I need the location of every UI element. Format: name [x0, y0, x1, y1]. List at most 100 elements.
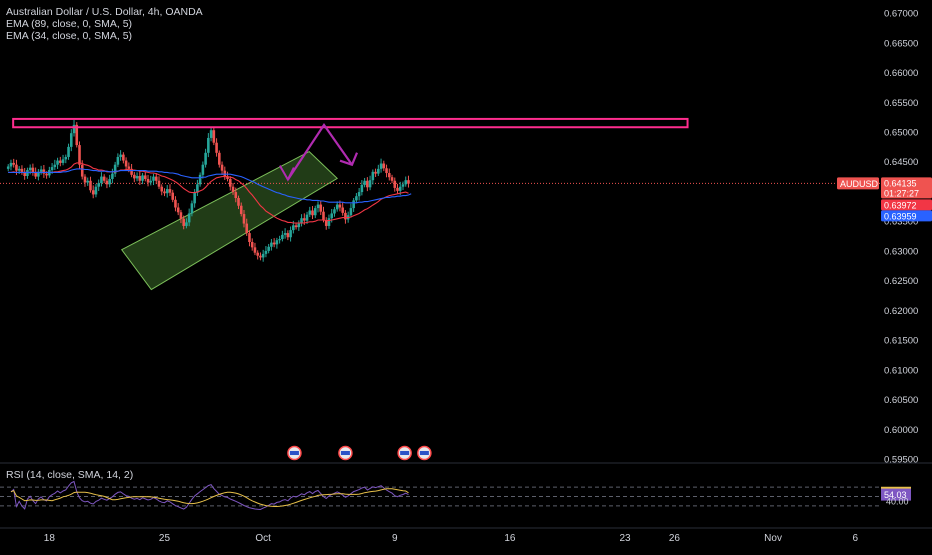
candle-body — [281, 234, 284, 240]
candle-body — [190, 203, 194, 214]
candle-body — [113, 164, 117, 174]
candle-body — [261, 253, 265, 258]
candle-body — [264, 250, 268, 254]
candle-body — [393, 180, 397, 188]
candle-body — [387, 173, 391, 178]
candle-body — [239, 205, 243, 215]
event-flag-stripe — [400, 451, 410, 455]
candle-body — [83, 176, 87, 183]
candle-body — [300, 218, 303, 224]
time-tick-label: 6 — [853, 533, 859, 544]
time-tick-label: 26 — [669, 533, 681, 544]
candle-body — [267, 246, 270, 251]
candle-body — [231, 186, 235, 193]
candle-body — [69, 133, 73, 147]
candle-body — [75, 124, 79, 146]
candle-body — [352, 200, 355, 209]
candle-body — [127, 166, 131, 169]
candle-body — [218, 152, 221, 165]
candle-body — [228, 178, 232, 187]
candle-body — [313, 208, 317, 216]
candle-body — [311, 210, 314, 216]
rsi-badge-bg — [881, 488, 911, 501]
rsi-line — [10, 480, 409, 511]
candle-body — [91, 190, 95, 195]
ema-89-badge-text: 0.63959 — [884, 211, 917, 221]
candle-body — [72, 124, 76, 134]
candle-body — [256, 252, 259, 256]
candle-body — [102, 176, 106, 181]
ascending-channel — [120, 150, 339, 291]
candle-body — [297, 223, 301, 228]
time-tick-label: 9 — [392, 533, 398, 544]
ema-89-badge-bg — [881, 210, 932, 222]
candle-body — [286, 233, 290, 238]
candle-body — [34, 172, 37, 177]
ema-89-legend: EMA (89, close, 0, SMA, 5) — [6, 18, 133, 30]
projection-start-hook — [278, 165, 295, 182]
last-price-badge-text: 01:27:27 — [884, 188, 919, 198]
candle-body — [176, 207, 180, 213]
candle-body — [242, 214, 246, 224]
candle-body — [193, 192, 196, 204]
candle-body — [182, 218, 185, 226]
candle-body — [135, 176, 139, 179]
resistance-zone — [12, 117, 689, 129]
candle-body — [105, 180, 109, 185]
candle-body — [212, 130, 216, 143]
candle-body — [23, 172, 26, 176]
candle-body — [133, 174, 136, 179]
rsi-legend: RSI (14, close, SMA, 14, 2) — [6, 469, 134, 481]
candle-body — [248, 233, 251, 242]
ema-89-line — [8, 168, 412, 204]
candle-body — [149, 180, 153, 183]
candle-body — [396, 187, 399, 191]
candle-body — [56, 160, 59, 165]
candle-body — [138, 176, 142, 181]
candle-body — [237, 198, 240, 206]
candle-body — [259, 255, 262, 258]
candles — [6, 119, 410, 262]
candle-body — [319, 204, 323, 212]
candle-body — [165, 189, 169, 194]
ema-34-legend: EMA (34, close, 0, SMA, 5) — [6, 30, 133, 42]
candle-body — [42, 169, 46, 174]
time-tick-label: Nov — [764, 533, 782, 544]
candle-body — [294, 225, 298, 228]
time-tick-label: 16 — [504, 533, 516, 544]
candle-body — [9, 162, 13, 167]
last-price-badge-bg — [881, 177, 932, 199]
rsi-tick-label: 40.00 — [886, 497, 909, 507]
candle-body — [146, 178, 150, 183]
rsi-ma-line — [10, 488, 409, 507]
candle-body — [390, 177, 394, 181]
candle-body — [163, 191, 166, 194]
candle-body — [152, 176, 155, 181]
candle-body — [28, 167, 32, 171]
candle-body — [37, 171, 40, 177]
candle-body — [292, 225, 295, 231]
candle-body — [305, 214, 309, 221]
candle-body — [179, 212, 183, 219]
ema-34-badge-text: 0.63972 — [884, 200, 917, 210]
candle-body — [327, 218, 331, 226]
price-tick-label: 0.60500 — [884, 395, 918, 406]
candle-body — [97, 183, 100, 187]
candle-body — [308, 210, 312, 215]
candle-body — [363, 180, 366, 185]
candle-body — [61, 159, 65, 163]
price-tick-label: 0.65000 — [884, 128, 918, 139]
candle-body — [86, 180, 90, 183]
candle-body — [283, 233, 287, 235]
time-tick-label: 18 — [44, 533, 56, 544]
candle-body — [335, 204, 339, 210]
candle-body — [357, 192, 361, 197]
candle-body — [78, 145, 81, 165]
candle-body — [111, 173, 114, 179]
candle-body — [368, 180, 372, 188]
candle-body — [302, 218, 306, 221]
candle-body — [250, 242, 254, 248]
candle-body — [220, 164, 224, 171]
